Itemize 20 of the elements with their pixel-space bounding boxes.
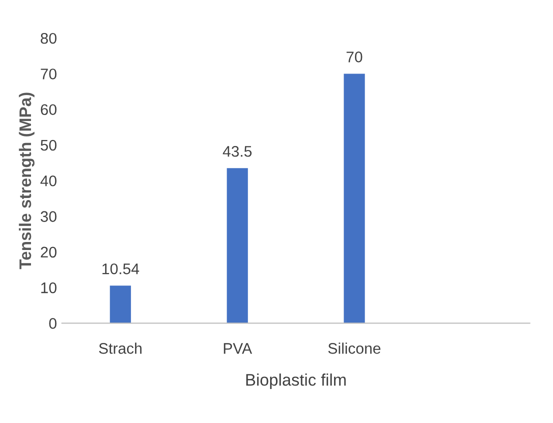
y-tick-label: 20 [40, 246, 56, 258]
bar [344, 74, 365, 324]
bar [110, 286, 131, 324]
y-tick-label: 0 [49, 318, 56, 329]
x-tick-label: Silicone [328, 342, 380, 354]
y-axis-title: Tensile strength (MPa) [18, 92, 35, 270]
x-tick-label: PVA [224, 343, 252, 354]
bar [226, 168, 248, 324]
y-tick-label: 50 [40, 140, 56, 151]
y-tick-label: 40 [40, 175, 56, 186]
data-label: 43.5 [222, 146, 252, 157]
data-label: 70 [346, 52, 362, 62]
y-tick-label: 30 [40, 211, 56, 222]
y-tick-label: 70 [40, 68, 56, 80]
y-tick-label: 10 [41, 282, 56, 294]
data-label: 10.54 [102, 263, 140, 274]
y-tick-label: 60 [40, 104, 56, 116]
x-axis-title: Bioplastic film [246, 374, 346, 390]
x-tick-label: Strach [99, 342, 142, 354]
y-tick-label: 80 [40, 32, 56, 44]
